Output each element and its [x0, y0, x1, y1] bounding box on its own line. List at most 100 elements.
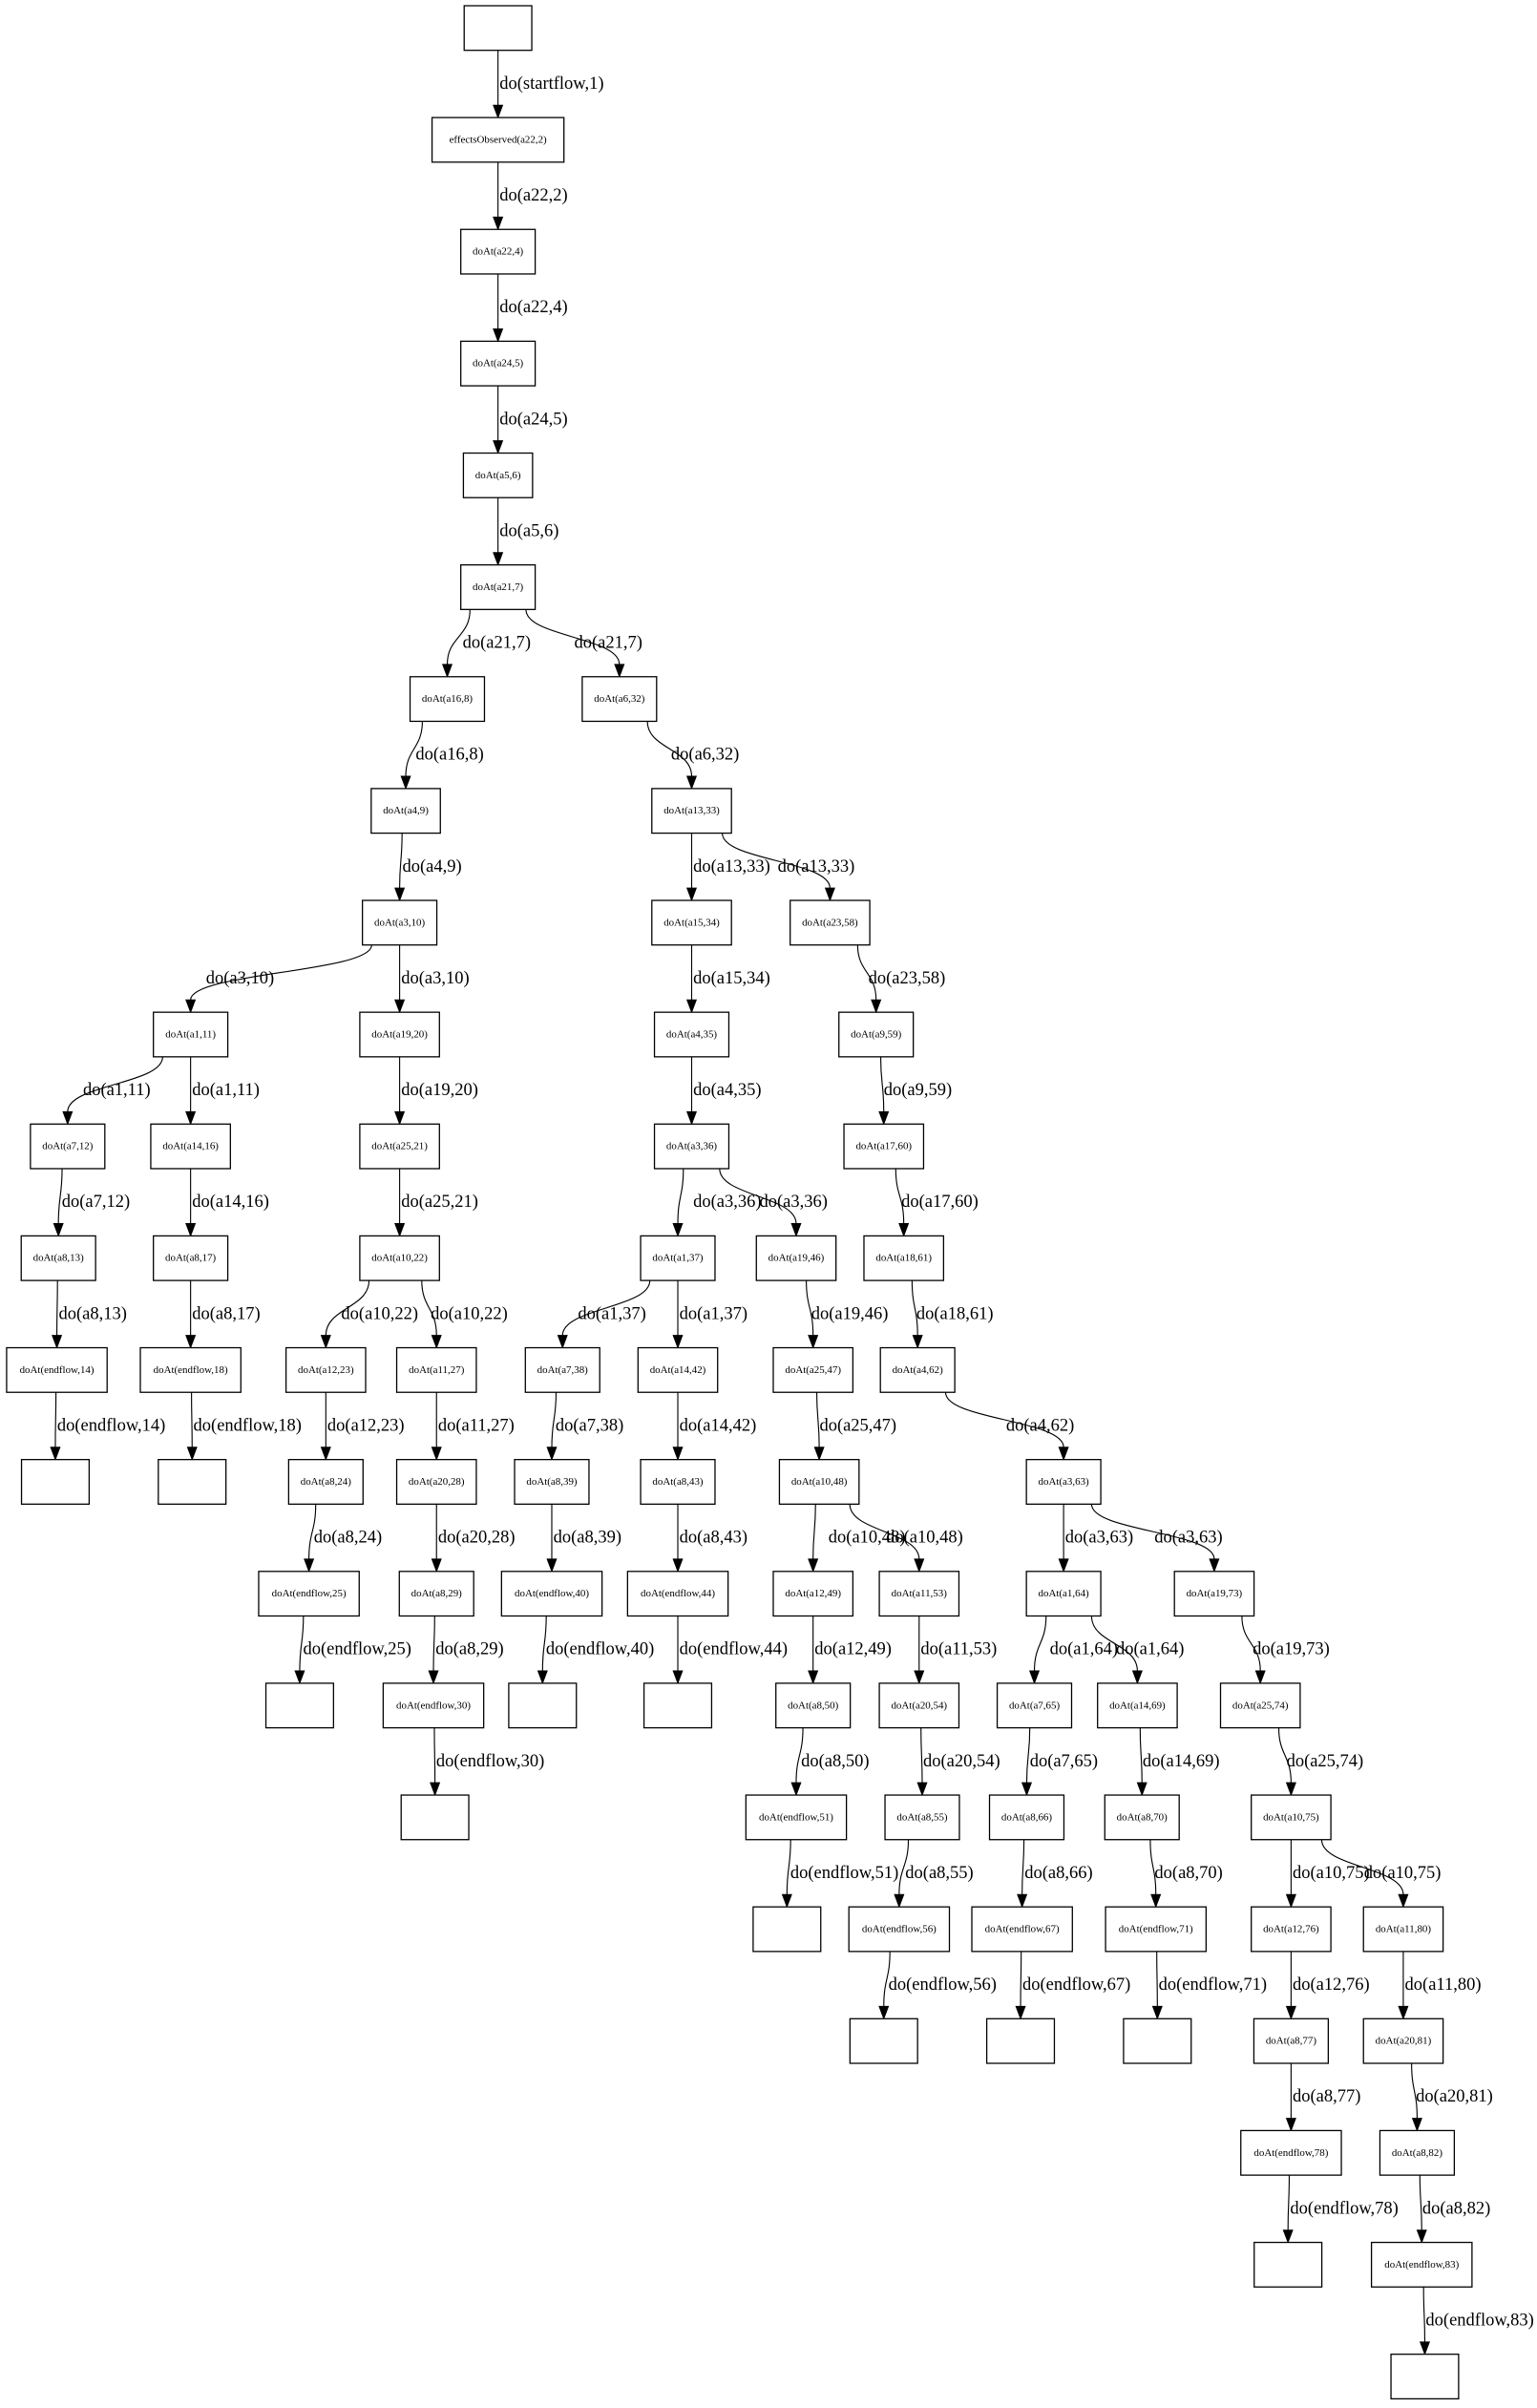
- node-box: [1123, 2017, 1192, 2064]
- node-box: [1219, 1682, 1301, 1729]
- node-label: doAt(a13,33): [663, 805, 720, 816]
- arrowhead-icon: [546, 1447, 558, 1462]
- state-node: doAt(a14,16): [150, 1123, 231, 1170]
- node-label: doAt(a1,64): [1039, 1588, 1090, 1599]
- node-label: doAt(endflow,51): [759, 1811, 833, 1823]
- node-box: [287, 1459, 364, 1505]
- state-node: doAt(a10,48): [778, 1459, 860, 1505]
- arrowhead-icon: [1017, 1893, 1028, 1909]
- edge-label: do(a10,22): [431, 1304, 508, 1323]
- edge-label: do(endflow,67): [1022, 1975, 1130, 1995]
- edge-line: [883, 1951, 891, 2007]
- node-label: doAt(a14,16): [162, 1141, 219, 1152]
- node-label: doAt(a3,63): [1039, 1476, 1090, 1488]
- nodes-layer: effectsObserved(a22,2) doAt(a22,4) doAt(a2…: [6, 5, 1473, 2400]
- arrowhead-icon: [431, 1558, 442, 1574]
- empty-state-node: [642, 1682, 713, 1729]
- edge: do(endflow,25): [294, 1616, 411, 1685]
- edge-label: do(a13,33): [778, 857, 855, 877]
- edge: do(a23,58): [856, 944, 945, 1014]
- node-label: doAt(endflow,71): [1119, 1924, 1193, 1935]
- node-box: [843, 1123, 925, 1170]
- edge: do(a10,75): [1320, 1839, 1441, 1909]
- arrowhead-icon: [493, 328, 504, 343]
- node-box: [581, 676, 658, 723]
- edge-line: [1033, 1616, 1047, 1672]
- state-node: doAt(a8,29): [398, 1571, 474, 1617]
- edge: do(a10,22): [320, 1280, 418, 1349]
- node-box: [460, 340, 537, 387]
- node-box: [20, 1235, 96, 1281]
- node-label: doAt(endflow,56): [862, 1924, 937, 1935]
- arrowhead-icon: [394, 1223, 406, 1237]
- state-node: doAt(a1,37): [640, 1235, 716, 1281]
- edge: do(a1,64): [1090, 1616, 1184, 1685]
- edge: do(a3,36): [719, 1168, 828, 1237]
- arrowhead-icon: [400, 775, 411, 791]
- arrowhead-icon: [1150, 1893, 1162, 1909]
- edge-label: do(startflow,1): [499, 74, 603, 94]
- edge-line: [299, 1616, 305, 1672]
- edge: do(endflow,18): [186, 1392, 302, 1462]
- state-node: doAt(a25,74): [1219, 1682, 1301, 1729]
- arrowhead-icon: [672, 1447, 684, 1462]
- arrowhead-icon: [1058, 1558, 1069, 1574]
- edge-line: [795, 1727, 804, 1784]
- node-box: [1362, 1906, 1444, 1953]
- edge: do(a1,37): [557, 1280, 651, 1349]
- edge-line: [895, 1168, 905, 1224]
- state-node: doAt(a18,61): [863, 1235, 945, 1281]
- edge: do(a10,75): [1285, 1839, 1370, 1909]
- node-box: [653, 1011, 730, 1058]
- node-box: [790, 899, 871, 946]
- state-node: doAt(a3,10): [361, 899, 438, 946]
- node-label: doAt(a25,74): [1232, 1700, 1289, 1711]
- edge-line: [1156, 1951, 1158, 2007]
- edge-line: [719, 1168, 797, 1224]
- edge-line: [1277, 1727, 1292, 1784]
- node-box: [1173, 1571, 1255, 1617]
- node-label: doAt(a7,38): [537, 1364, 589, 1376]
- edge-label: do(a7,12): [62, 1193, 130, 1212]
- edge: do(a13,33): [685, 833, 770, 902]
- edge-label: do(endflow,78): [1290, 2199, 1398, 2218]
- edge-label: do(endflow,18): [194, 1416, 302, 1435]
- node-label: doAt(a18,61): [875, 1253, 932, 1264]
- edge: do(a8,43): [672, 1504, 747, 1574]
- arrowhead-icon: [1285, 1893, 1296, 1909]
- arrowhead-icon: [878, 2005, 890, 2020]
- node-label: doAt(a8,55): [896, 1811, 948, 1823]
- edge-label: do(a17,60): [901, 1193, 979, 1212]
- node-box: [514, 1459, 590, 1505]
- state-node: doAt(a14,69): [1097, 1682, 1178, 1729]
- node-box: [409, 676, 486, 723]
- node-label: doAt(a4,9): [383, 805, 429, 816]
- edge-label: do(a8,39): [554, 1529, 621, 1548]
- edge-label: do(a1,64): [1050, 1640, 1118, 1659]
- node-box: [1025, 1459, 1102, 1505]
- state-node: doAt(endflow,40): [500, 1571, 603, 1617]
- edge-line: [1139, 1727, 1143, 1784]
- arrowhead-icon: [320, 1335, 331, 1349]
- node-box: [359, 1011, 440, 1058]
- arrowhead-icon: [614, 664, 625, 679]
- edge-label: do(a3,10): [401, 969, 469, 988]
- node-label: doAt(a10,75): [1263, 1811, 1319, 1823]
- edge: do(a7,12): [53, 1168, 130, 1237]
- edge: do(a12,23): [320, 1392, 405, 1462]
- node-box: [150, 1123, 231, 1170]
- node-label: doAt(a19,46): [768, 1253, 825, 1264]
- node-box: [653, 1123, 730, 1170]
- node-label: doAt(a17,60): [855, 1141, 912, 1152]
- edge: do(a19,20): [394, 1056, 478, 1126]
- state-node: doAt(a20,28): [395, 1459, 477, 1505]
- state-node: doAt(endflow,14): [6, 1346, 108, 1393]
- edge: do(a16,8): [400, 721, 484, 791]
- node-box: [500, 1571, 603, 1617]
- edge: do(a1,37): [672, 1280, 747, 1349]
- edge: do(a13,33): [721, 833, 855, 902]
- arrowhead-icon: [1254, 1670, 1266, 1685]
- arrowhead-icon: [62, 1110, 74, 1126]
- edge-label: do(a4,9): [402, 857, 461, 877]
- edge: do(a4,62): [944, 1392, 1074, 1462]
